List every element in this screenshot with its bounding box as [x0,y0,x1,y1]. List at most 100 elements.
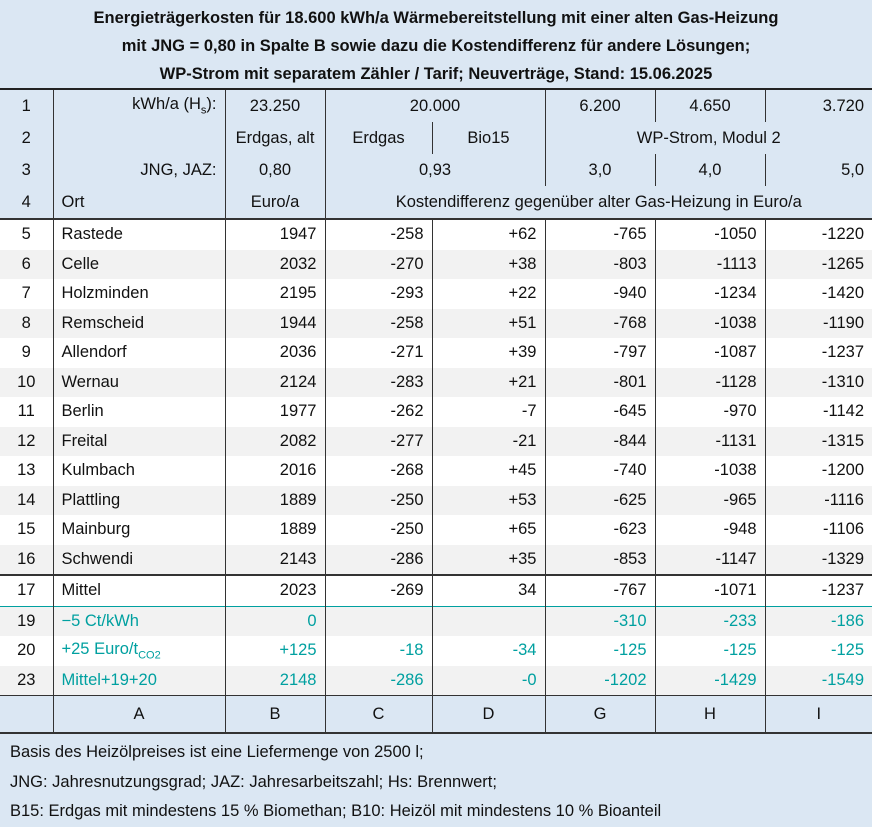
value-cell: -1265 [764,249,872,279]
value-cell: +125 [224,636,325,666]
header-row-4: 4 Ort Euro/a Kostendifferenz gegenüber a… [0,186,872,219]
table-row: 7 Holzminden 2195 -293 +22 -940 -1234 -1420 [0,279,872,309]
label-sub: CO2 [138,649,161,662]
value-cell: -293 [324,279,432,309]
label-text: +25 Euro/t [61,640,139,659]
value-cell: -1549 [764,665,872,696]
value-cell: +65 [431,515,545,545]
value-cell: -765 [544,218,655,250]
value-cell: 1889 [224,515,325,545]
row-number: 17 [0,574,53,606]
value-cell: -271 [324,338,432,368]
value-cell: -262 [324,397,432,427]
value-cell: +51 [431,308,545,338]
column-letter: G [544,695,655,734]
row-number: 8 [0,308,53,338]
place-cell: Kulmbach [52,456,225,486]
value-cell: -940 [544,279,655,309]
value-cell: -1310 [764,367,872,397]
table-row: 12 Freital 2082 -277 -21 -844 -1131 -1315 [0,426,872,456]
unit-label: kWh/a (Hs): [52,90,225,122]
column-letter: B [224,695,325,734]
row-number: 7 [21,284,31,303]
cell-b: Erdgas, alt [224,122,325,154]
value-cell: -1142 [764,397,872,427]
footnote: Basis des Heizölpreises ist eine Lieferm… [10,743,424,761]
column-letter: C [324,695,432,734]
column-letter [0,695,53,734]
value-cell: +62 [431,218,545,250]
value-cell: -1315 [764,426,872,456]
value-cell: -1131 [654,426,765,456]
value-cell: +22 [431,279,545,309]
extra-row: 23 Mittel+19+20 2148 -286 -0 -1202 -1429 -1549 [0,665,872,696]
value-cell: -277 [324,426,432,456]
place-cell: Schwendi [52,544,225,575]
value-cell: +35 [431,544,545,575]
value-cell: -286 [324,544,432,575]
value-cell: -1329 [764,544,872,575]
cell-h: 4.650 [654,90,765,122]
value-cell: +21 [431,367,545,397]
table-row: 14 Plattling 1889 -250 +53 -625 -965 -1116 [0,485,872,515]
value-cell: +53 [431,485,545,515]
value-cell: -844 [544,426,655,456]
value-cell: -1234 [654,279,765,309]
value-cell: 34 [431,574,545,606]
row-number: 11 [17,402,35,421]
value-cell: -1071 [654,574,765,606]
table-row: 5 Rastede 1947 -258 +62 -765 -1050 -1220 [0,218,872,250]
row-number: 1 [0,90,53,122]
label-end: ): [206,95,217,114]
table-row: 6 Celle 2032 -270 +38 -803 -1113 -1265 [0,249,872,279]
table-row: 11 Berlin 1977 -262 -7 -645 -970 -1142 [0,397,872,427]
place-cell: −5 Ct/kWh [52,605,225,636]
value-cell: 2016 [224,456,325,486]
value-cell: -34 [431,636,545,666]
value-cell: -645 [544,397,655,427]
cell-c: Erdgas [324,122,432,154]
table-row: 10 Wernau 2124 -283 +21 -801 -1128 -1310 [0,367,872,397]
place-cell: Wernau [52,367,225,397]
table-row: 9 Allendorf 2036 -271 +39 -797 -1087 -1237 [0,338,872,368]
value-cell [431,605,545,636]
place-cell: Holzminden [52,279,225,309]
value-cell: 1944 [224,308,325,338]
row-number: 4 [0,186,53,219]
value-cell: -1147 [654,544,765,575]
value-cell: -970 [654,397,765,427]
row-number: 16 [0,544,53,575]
row-number: 19 [0,605,53,636]
place-cell: Mittel+19+20 [52,665,225,696]
value-cell: -1237 [764,338,872,368]
row-number: 20 [17,641,36,660]
value-cell: -268 [324,456,432,486]
value-cell: 2082 [224,426,325,456]
header-row-3: 3 JNG, JAZ: 0,80 0,93 3,0 4,0 5,0 [0,154,872,186]
value-cell: -801 [544,367,655,397]
table-row: 15 Mainburg 1889 -250 +65 -623 -948 -1106 [0,515,872,545]
place-cell: Freital [52,426,225,456]
footnote: JNG: Jahresnutzungsgrad; JAZ: Jahresarbe… [10,772,497,791]
table-row: 8 Remscheid 1944 -258 +51 -768 -1038 -1190 [0,308,872,338]
place-cell: Rastede [52,218,225,250]
cell-b: 23.250 [224,90,325,122]
value-cell: -250 [324,485,432,515]
cell-g: 3,0 [544,154,655,186]
value-cell: 2023 [224,574,325,606]
cost-table: 1 kWh/a (Hs): 23.250 20.000 6.200 4.650 … [0,90,872,734]
cell-cd: 20.000 [324,90,545,122]
title-line: Energieträgerkosten für 18.600 kWh/a Wär… [93,9,779,27]
label-text: kWh/a (H [132,95,201,114]
value-cell: -18 [324,636,432,666]
row-number: 12 [0,426,53,456]
value-cell: 2124 [224,367,325,397]
value-cell: +38 [431,249,545,279]
value-cell: 1889 [224,485,325,515]
value-cell: -1038 [654,456,765,486]
value-cell: -286 [324,665,432,696]
value-cell: -1050 [654,218,765,250]
table-row: 16 Schwendi 2143 -286 +35 -853 -1147 -1329 [0,544,872,575]
header-row-2: 2 Erdgas, alt Erdgas Bio15 WP-Strom, Mod… [0,122,872,154]
